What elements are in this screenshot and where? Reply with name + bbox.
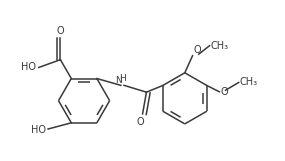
Text: O: O <box>137 117 144 127</box>
Text: CH₃: CH₃ <box>239 77 258 87</box>
Text: HO: HO <box>21 62 36 72</box>
Text: H: H <box>119 74 126 83</box>
Text: N: N <box>115 76 122 85</box>
Text: O: O <box>220 87 228 97</box>
Text: CH₃: CH₃ <box>210 41 229 51</box>
Text: O: O <box>57 26 64 36</box>
Text: O: O <box>193 45 201 55</box>
Text: HO: HO <box>32 125 46 135</box>
